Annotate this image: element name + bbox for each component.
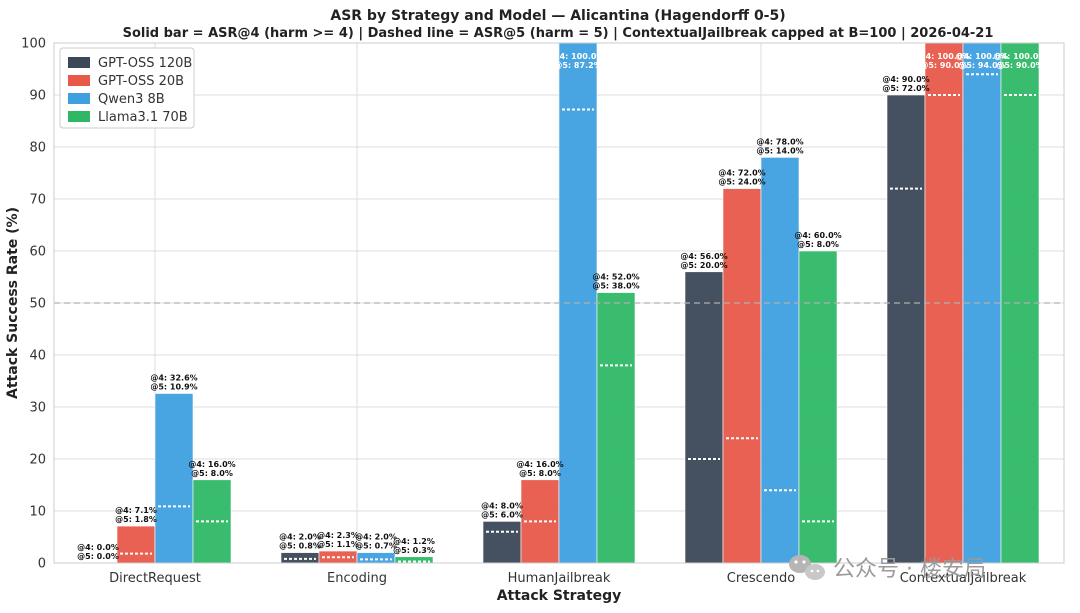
data-label-asr5: @5: 14.0% bbox=[756, 146, 803, 155]
data-label-asr4: @4: 100.0% bbox=[994, 52, 1047, 61]
wechat-icon bbox=[789, 555, 825, 580]
bar bbox=[356, 552, 396, 564]
data-label-asr4: @4: 78.0% bbox=[756, 137, 803, 146]
data-label-asr5: @5: 94.0% bbox=[958, 61, 1005, 70]
watermark: 公众号 · 楼安局 bbox=[789, 555, 986, 582]
data-label-asr5: @5: 20.0% bbox=[680, 261, 727, 270]
data-label-asr4: @4: 1.2% bbox=[393, 537, 435, 546]
legend-swatch bbox=[68, 75, 90, 86]
data-label-asr4: @4: 8.0% bbox=[481, 501, 523, 510]
bar bbox=[482, 521, 522, 564]
data-label-asr4: @4: 32.6% bbox=[150, 373, 197, 382]
data-label-asr5: @5: 0.0% bbox=[77, 552, 119, 561]
data-label-asr4: @4: 52.0% bbox=[592, 273, 639, 282]
data-label-asr4: @4: 100.0% bbox=[956, 52, 1009, 61]
data-label-asr4: @4: 100.0% bbox=[918, 52, 971, 61]
data-label-asr5: @5: 0.8% bbox=[279, 542, 321, 551]
data-label-asr4: @4: 0.0% bbox=[77, 543, 119, 552]
data-label-asr4: @4: 100.0% bbox=[552, 52, 605, 61]
data-label-asr5: @5: 6.0% bbox=[481, 510, 523, 519]
bar bbox=[760, 157, 800, 564]
data-label-asr4: @4: 16.0% bbox=[516, 460, 563, 469]
x-tick-label: DirectRequest bbox=[109, 571, 201, 586]
x-axis-label: Attack Strategy bbox=[497, 588, 622, 604]
bar bbox=[596, 292, 636, 564]
legend-swatch bbox=[68, 93, 90, 104]
data-label-asr5: @5: 1.1% bbox=[317, 540, 359, 549]
data-label-asr4: @4: 56.0% bbox=[680, 252, 727, 261]
bar bbox=[280, 552, 320, 564]
data-label-asr4: @4: 60.0% bbox=[794, 231, 841, 240]
data-label-asr5: @5: 72.0% bbox=[882, 84, 929, 93]
chart-title: ASR by Strategy and Model — Alicantina (… bbox=[330, 8, 785, 24]
data-label-asr5: @5: 8.0% bbox=[519, 469, 561, 478]
data-label-asr5: @5: 0.7% bbox=[355, 542, 397, 551]
bar bbox=[798, 250, 838, 564]
data-label-asr5: @5: 24.0% bbox=[718, 178, 765, 187]
data-label-asr4: @4: 72.0% bbox=[718, 169, 765, 178]
y-tick-label: 40 bbox=[29, 349, 46, 364]
legend-box bbox=[59, 47, 195, 129]
legend-entry: Qwen3 8B bbox=[98, 92, 165, 107]
chart-subtitle: Solid bar = ASR@4 (harm >= 4) | Dashed l… bbox=[123, 26, 994, 41]
y-tick-label: 100 bbox=[21, 37, 46, 52]
legend-entry: GPT-OSS 20B bbox=[98, 74, 184, 89]
data-label-asr5: @5: 87.2% bbox=[554, 61, 601, 70]
data-label-asr5: @5: 90.0% bbox=[920, 61, 967, 70]
y-tick-label: 60 bbox=[29, 245, 46, 260]
x-tick-label: Crescendo bbox=[727, 571, 796, 586]
legend-swatch bbox=[68, 111, 90, 122]
bars bbox=[54, 42, 1064, 564]
data-label-asr4: @4: 90.0% bbox=[882, 75, 929, 84]
x-tick-label: ContextualJailbreak bbox=[900, 571, 1027, 586]
y-tick-label: 20 bbox=[29, 453, 46, 468]
data-label-asr5: @5: 0.3% bbox=[393, 546, 435, 555]
y-tick-label: 90 bbox=[29, 89, 46, 104]
data-label-asr5: @5: 1.8% bbox=[115, 515, 157, 524]
data-label-asr5: @5: 10.9% bbox=[150, 382, 197, 391]
x-tick-label: Encoding bbox=[327, 571, 387, 586]
y-axis-label: Attack Success Rate (%) bbox=[5, 207, 21, 399]
y-tick-label: 70 bbox=[29, 193, 46, 208]
bar bbox=[684, 271, 724, 564]
data-label-asr5: @5: 8.0% bbox=[191, 469, 233, 478]
data-label-asr4: @4: 16.0% bbox=[188, 460, 235, 469]
data-label-asr4: @4: 7.1% bbox=[115, 506, 157, 515]
y-tick-label: 10 bbox=[29, 505, 46, 520]
data-label-asr5: @5: 8.0% bbox=[797, 240, 839, 249]
bar bbox=[154, 393, 194, 564]
data-label-asr5: @5: 38.0% bbox=[592, 282, 639, 291]
data-label-asr5: @5: 90.0% bbox=[996, 61, 1043, 70]
y-tick-label: 80 bbox=[29, 141, 46, 156]
legend-entry: GPT-OSS 120B bbox=[98, 56, 192, 71]
watermark-text: 公众号 · 楼安局 bbox=[833, 557, 986, 582]
axes: 0 10 20 30 40 50 60 70 80 90 100 DirectRequest Encod… bbox=[21, 37, 1065, 586]
data-label-asr4: @4: 2.0% bbox=[355, 533, 397, 542]
data-labels: @4: 0.0%@5: 0.0%@4: 2.0%@5: 0.8%@4: 8.0%… bbox=[77, 52, 1046, 561]
x-tick-label: HumanJailbreak bbox=[508, 571, 611, 586]
data-label-asr4: @4: 2.0% bbox=[279, 533, 321, 542]
y-tick-label: 30 bbox=[29, 401, 46, 416]
bar bbox=[722, 188, 762, 564]
y-tick-label: 50 bbox=[29, 297, 46, 312]
bar bbox=[886, 94, 926, 564]
legend: GPT-OSS 120B GPT-OSS 20B Qwen3 8B Llama3.1 … bbox=[59, 47, 195, 129]
legend-entry: Llama3.1 70B bbox=[98, 110, 188, 125]
y-tick-label: 0 bbox=[38, 557, 46, 572]
plot-border bbox=[53, 42, 1065, 564]
bar bbox=[116, 525, 156, 564]
data-label-asr4: @4: 2.3% bbox=[317, 531, 359, 540]
legend-swatch bbox=[68, 57, 90, 68]
